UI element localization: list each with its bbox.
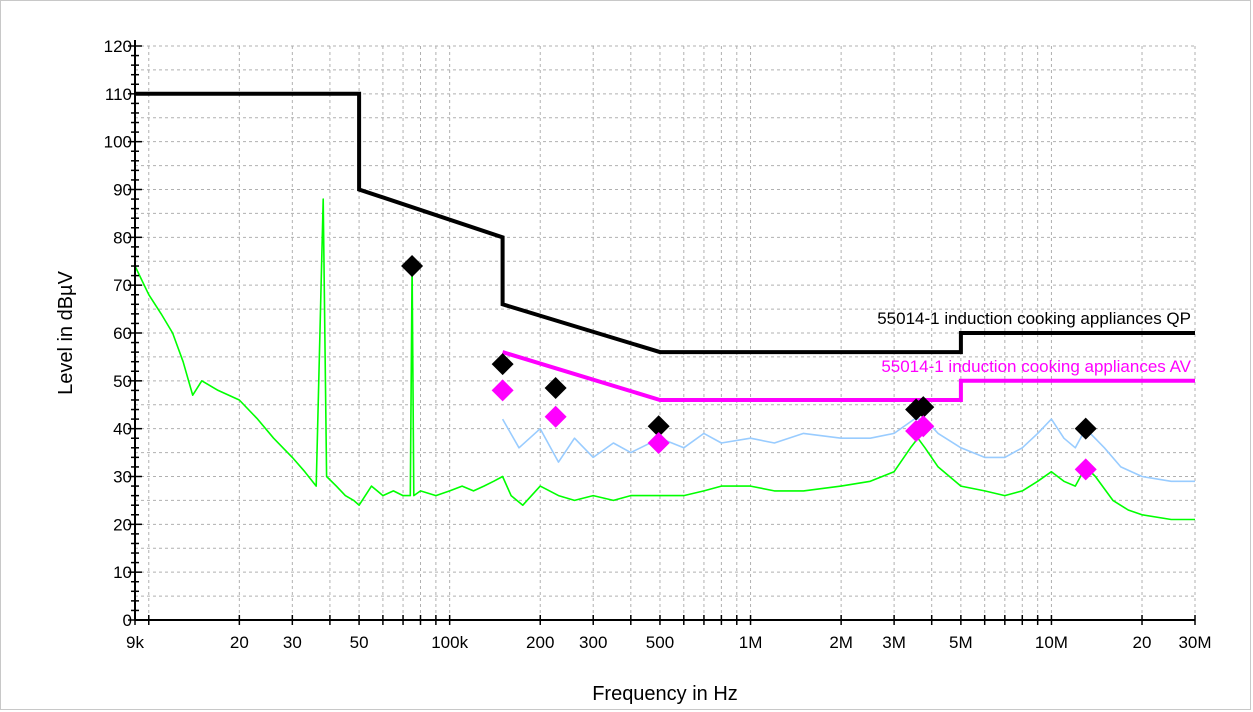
y-axis-title: Level in dBµV <box>55 270 77 394</box>
marker-qp <box>491 353 514 376</box>
x-tick-label: 500 <box>646 633 674 652</box>
x-tick-label: 20 <box>1133 633 1152 652</box>
x-axis-title: Frequency in Hz <box>592 683 738 705</box>
y-tick-label: 40 <box>113 420 132 439</box>
y-tick-label: 60 <box>113 324 132 343</box>
marker-av <box>647 432 670 455</box>
limit-line-qp <box>135 91 1195 355</box>
limit-label-qp: 55014-1 induction cooking appliances QP <box>877 309 1191 328</box>
x-tick-label: 20 <box>230 633 249 652</box>
x-tick-label: 10M <box>1035 633 1068 652</box>
marker-av <box>912 415 935 438</box>
x-tick-label: 50 <box>350 633 369 652</box>
measurement-markers <box>401 255 1097 481</box>
x-tick-label: 5M <box>949 633 973 652</box>
spectrum-traces <box>134 198 1195 521</box>
y-tick-label: 10 <box>113 563 132 582</box>
y-tick-label: 0 <box>123 611 132 630</box>
marker-qp <box>647 415 670 438</box>
marker-av <box>1074 458 1097 481</box>
x-tick-label: 9k <box>126 633 144 652</box>
marker-av <box>544 405 567 428</box>
limit-label-av: 55014-1 induction cooking appliances AV <box>881 357 1191 376</box>
marker-qp <box>1074 417 1097 440</box>
limit-labels: 55014-1 induction cooking appliances QP 5… <box>877 309 1191 376</box>
y-tick-label: 70 <box>113 276 132 295</box>
x-tick-label: 2M <box>829 633 853 652</box>
x-tick-label: 100k <box>431 633 468 652</box>
y-tick-label: 80 <box>113 228 132 247</box>
x-tick-label: 30M <box>1178 633 1211 652</box>
limit-lines <box>135 91 1195 402</box>
x-tick-label: 30 <box>283 633 302 652</box>
x-tick-label: 3M <box>882 633 906 652</box>
spectrum-trace-peak-scan <box>501 418 1195 483</box>
x-tick-label: 300 <box>579 633 607 652</box>
y-tick-label: 100 <box>104 133 132 152</box>
y-tick-label: 110 <box>105 85 132 104</box>
marker-av <box>491 379 514 402</box>
y-tick-label: 30 <box>113 468 132 487</box>
y-tick-label: 20 <box>113 515 132 534</box>
spectrum-trace-average-scan <box>134 198 1195 521</box>
y-tick-label: 90 <box>113 181 132 200</box>
marker-qp <box>401 255 424 278</box>
x-tick-label: 200 <box>526 633 554 652</box>
axes: 0 10 20 30 40 50 60 70 80 90 100 110 120 9k 20 30 50 100k… <box>104 37 1212 652</box>
y-tick-label: 120 <box>104 37 132 56</box>
y-tick-label: 50 <box>113 372 132 391</box>
x-tick-label: 1M <box>739 633 763 652</box>
marker-qp <box>912 396 935 419</box>
limit-line-av <box>502 350 1195 402</box>
grid <box>134 45 1196 621</box>
marker-qp <box>544 377 567 400</box>
